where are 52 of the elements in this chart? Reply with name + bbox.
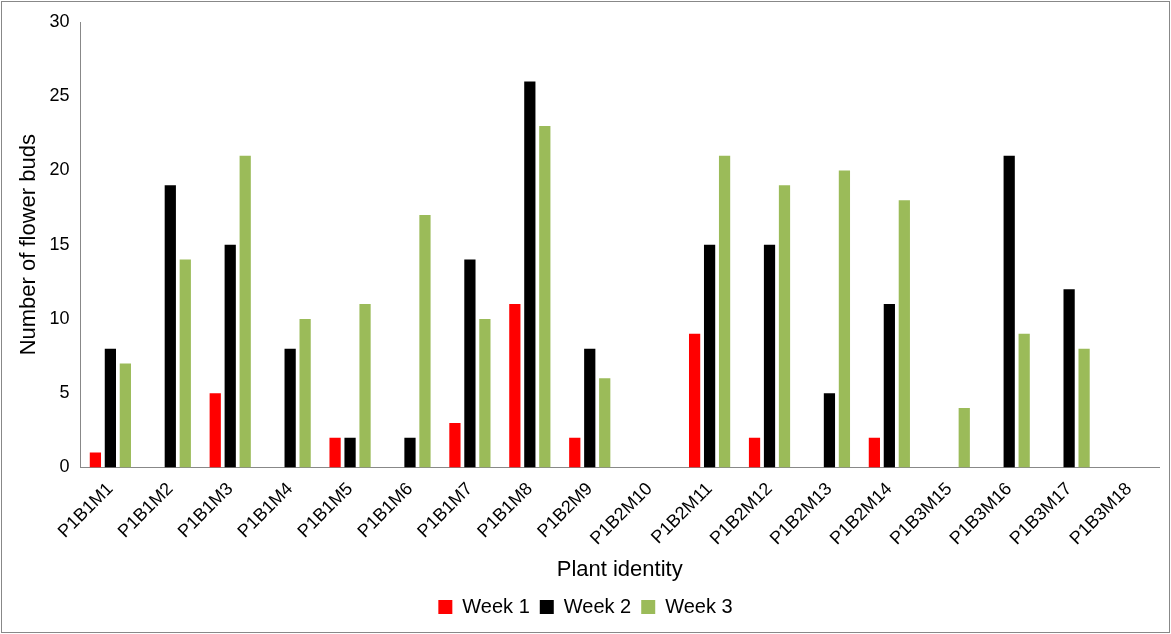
bar — [209, 393, 221, 468]
bar — [1003, 155, 1015, 468]
bar — [868, 437, 880, 468]
bar — [883, 304, 895, 468]
x-axis-title: Plant identity — [556, 555, 683, 581]
bar — [1018, 333, 1030, 468]
y-tick-label: 25 — [49, 85, 70, 106]
bar — [89, 452, 102, 468]
bar — [359, 304, 371, 468]
bar — [823, 393, 836, 468]
bar — [838, 170, 851, 468]
bar — [748, 437, 761, 468]
bar — [179, 259, 191, 468]
bar — [479, 318, 491, 468]
bar — [599, 378, 611, 468]
bar — [449, 422, 461, 468]
bar — [164, 185, 176, 468]
legend-label: Week 2 — [563, 594, 632, 617]
bar — [104, 348, 116, 468]
bar — [329, 437, 341, 468]
bar — [1078, 348, 1090, 468]
legend-label: Week 1 — [462, 594, 530, 617]
bar — [224, 244, 236, 468]
bar — [703, 244, 716, 468]
bar — [464, 259, 476, 468]
y-tick-label: 5 — [59, 382, 70, 403]
y-tick-label: 20 — [49, 159, 70, 180]
bar — [509, 304, 521, 468]
y-tick-label: 10 — [49, 307, 70, 328]
bar — [958, 408, 970, 468]
bar — [569, 437, 581, 468]
y-tick-label: 0 — [59, 456, 70, 477]
bar — [239, 155, 251, 468]
bar — [898, 200, 910, 468]
legend-label: Week 3 — [665, 594, 733, 617]
y-tick-label: 30 — [49, 10, 70, 31]
bar — [284, 348, 296, 468]
bar — [1063, 289, 1075, 468]
y-tick-label: 15 — [49, 233, 70, 254]
bar — [763, 244, 776, 468]
bar — [419, 215, 431, 468]
bar — [344, 437, 356, 468]
bar — [404, 437, 416, 468]
bar — [119, 363, 131, 468]
bar — [524, 81, 536, 468]
y-axis-title: Number of flower buds — [15, 134, 41, 356]
bar — [299, 318, 311, 468]
bar — [584, 348, 596, 468]
bar — [718, 155, 731, 468]
bar — [688, 333, 701, 468]
bar — [539, 125, 551, 468]
bar — [778, 185, 791, 468]
